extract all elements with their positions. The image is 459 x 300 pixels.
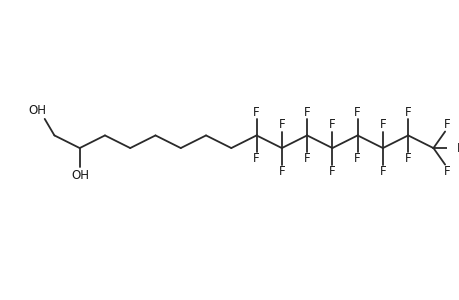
Text: F: F: [303, 106, 310, 118]
Text: F: F: [443, 165, 449, 178]
Text: F: F: [456, 142, 459, 154]
Text: F: F: [353, 106, 360, 118]
Text: OH: OH: [72, 169, 90, 182]
Text: F: F: [253, 106, 259, 118]
Text: OH: OH: [28, 104, 46, 117]
Text: F: F: [253, 152, 259, 165]
Text: F: F: [404, 152, 411, 165]
Text: F: F: [404, 106, 411, 118]
Text: F: F: [328, 165, 335, 178]
Text: F: F: [353, 152, 360, 165]
Text: F: F: [379, 118, 386, 131]
Text: F: F: [443, 118, 449, 131]
Text: F: F: [303, 152, 310, 165]
Text: F: F: [379, 165, 386, 178]
Text: F: F: [328, 118, 335, 131]
Text: F: F: [278, 118, 285, 131]
Text: F: F: [278, 165, 285, 178]
